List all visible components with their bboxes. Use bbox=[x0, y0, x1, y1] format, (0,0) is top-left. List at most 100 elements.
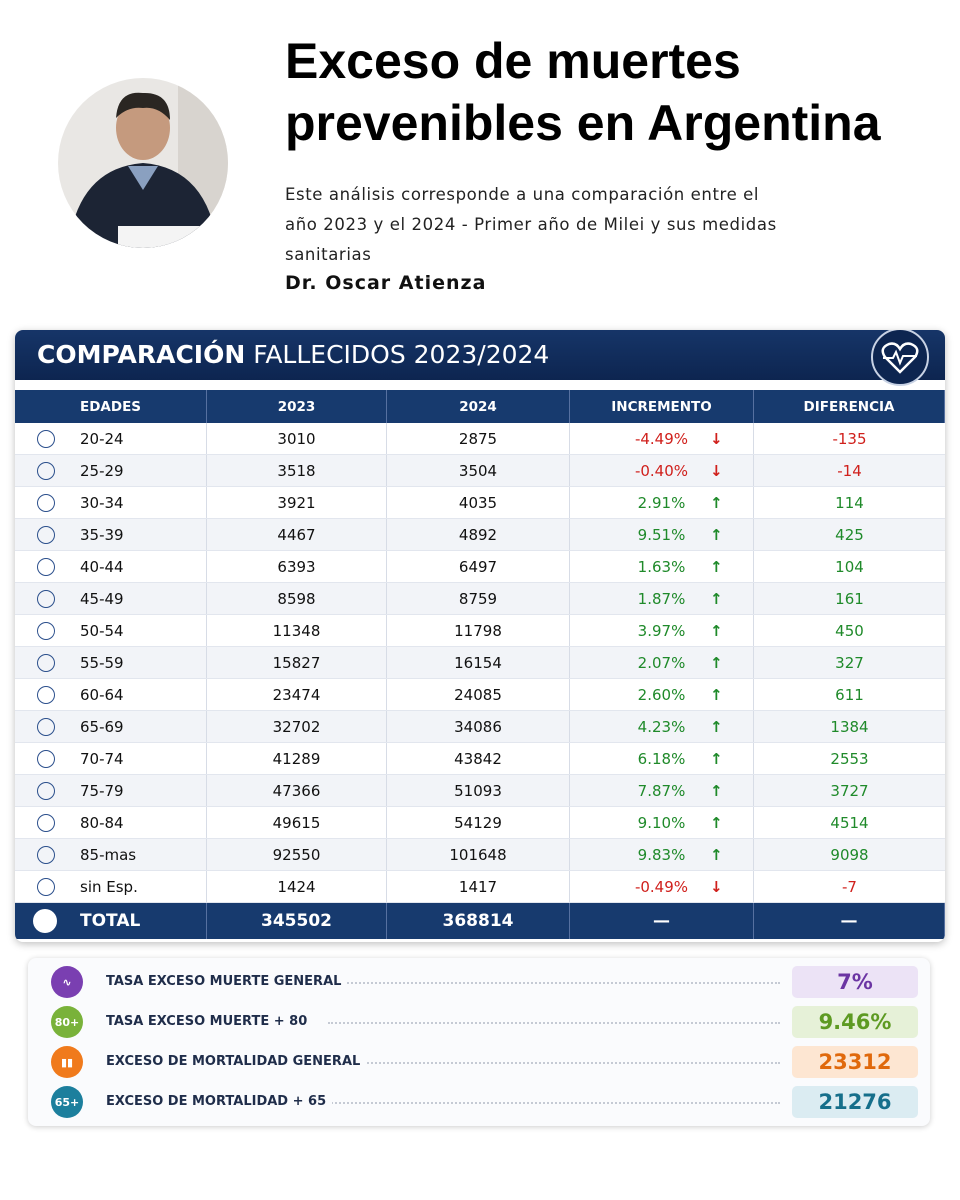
summary-value: 23312 bbox=[792, 1046, 918, 1078]
group-icon bbox=[33, 909, 57, 933]
person-icon bbox=[37, 878, 55, 896]
trend-arrow: ↓ bbox=[710, 429, 723, 448]
increment-cell: 7.87% ↑ bbox=[570, 775, 754, 806]
table-header: EDADES 2023 2024 INCREMENTO DIFERENCIA bbox=[15, 390, 945, 423]
title-rest: FALLECIDOS 2023/2024 bbox=[253, 340, 550, 369]
value-cell: 4467 bbox=[207, 519, 387, 550]
age-label: 45-49 bbox=[80, 589, 124, 608]
difference-cell: 611 bbox=[835, 685, 864, 704]
age-label: sin Esp. bbox=[80, 877, 138, 896]
total-cell: 368814 bbox=[387, 903, 570, 939]
value-cell: 49615 bbox=[207, 807, 387, 838]
table-row: 80-84 49615 54129 9.10% ↑ 4514 bbox=[15, 807, 945, 839]
trend-arrow: ↑ bbox=[710, 525, 723, 544]
increment-cell: 1.87% ↑ bbox=[570, 583, 754, 614]
increment-cell: 2.91% ↑ bbox=[570, 487, 754, 518]
increment-value: 2.07% bbox=[637, 653, 686, 672]
difference-cell: 4514 bbox=[830, 813, 869, 832]
value-cell: 32702 bbox=[207, 711, 387, 742]
increment-value: 1.63% bbox=[637, 557, 686, 576]
value-cell: 54129 bbox=[387, 807, 570, 838]
summary-row: 80+ TASA EXCESO MUERTE + 80 9.46% bbox=[28, 1002, 930, 1042]
age-label: 80-84 bbox=[80, 813, 124, 832]
difference-cell: 2553 bbox=[830, 749, 869, 768]
person-icon bbox=[37, 782, 55, 800]
leader-dots bbox=[328, 1062, 780, 1064]
increment-value: 2.60% bbox=[637, 685, 686, 704]
difference-cell: 327 bbox=[835, 653, 864, 672]
value-cell: 51093 bbox=[387, 775, 570, 806]
total-value: 345502 bbox=[261, 911, 332, 931]
table-card: COMPARACIÓN FALLECIDOS 2023/2024 EDADES 2… bbox=[15, 330, 945, 942]
leader-dots bbox=[328, 982, 780, 984]
summary-row: 65+ EXCESO DE MORTALIDAD + 65 21276 bbox=[28, 1082, 930, 1122]
trend-arrow: ↑ bbox=[710, 653, 723, 672]
age-cell: 35-39 bbox=[15, 519, 207, 550]
title-bold: COMPARACIÓN bbox=[37, 340, 246, 369]
increment-value: -0.49% bbox=[634, 877, 689, 896]
age-cell: 25-29 bbox=[15, 455, 207, 486]
table-row: 60-64 23474 24085 2.60% ↑ 611 bbox=[15, 679, 945, 711]
age-cell: 75-79 bbox=[15, 775, 207, 806]
trend-arrow: ↑ bbox=[710, 717, 723, 736]
increment-cell: 9.51% ↑ bbox=[570, 519, 754, 550]
difference-cell: 1384 bbox=[830, 717, 869, 736]
difference-cell: 114 bbox=[835, 493, 864, 512]
total-cell: TOTAL bbox=[15, 903, 207, 939]
value-cell: 2875 bbox=[387, 423, 570, 454]
increment-value: 4.23% bbox=[637, 717, 686, 736]
table-row: 55-59 15827 16154 2.07% ↑ 327 bbox=[15, 647, 945, 679]
table-row: 50-54 11348 11798 3.97% ↑ 450 bbox=[15, 615, 945, 647]
table-row: 70-74 41289 43842 6.18% ↑ 2553 bbox=[15, 743, 945, 775]
age-cell: 30-34 bbox=[15, 487, 207, 518]
value-cell: 47366 bbox=[207, 775, 387, 806]
age-label: 50-54 bbox=[80, 621, 124, 640]
value-cell: 3504 bbox=[387, 455, 570, 486]
age-cell: 70-74 bbox=[15, 743, 207, 774]
age-label: 70-74 bbox=[80, 749, 124, 768]
summary-label: TASA EXCESO MUERTE GENERAL bbox=[106, 974, 348, 989]
value-cell: 3010 bbox=[207, 423, 387, 454]
age-label: 65-69 bbox=[80, 717, 124, 736]
value-cell: 1424 bbox=[207, 871, 387, 902]
value-cell: 1417 bbox=[387, 871, 570, 902]
value-cell: 41289 bbox=[207, 743, 387, 774]
value-cell: 4035 bbox=[387, 487, 570, 518]
increment-value: -4.49% bbox=[634, 429, 689, 448]
age-label: 25-29 bbox=[80, 461, 124, 480]
age-cell: 50-54 bbox=[15, 615, 207, 646]
total-row: TOTAL 345502 368814 — — bbox=[15, 903, 945, 939]
title: Exceso de muertes prevenibles en Argenti… bbox=[285, 33, 881, 151]
trend-arrow: ↓ bbox=[710, 461, 723, 480]
increment-cell: 1.63% ↑ bbox=[570, 551, 754, 582]
value-cell: 3518 bbox=[207, 455, 387, 486]
total-cell: — bbox=[570, 903, 754, 939]
person-icon bbox=[37, 622, 55, 640]
table-row: 25-29 3518 3504 -0.40% ↓ -14 bbox=[15, 455, 945, 487]
description: Este análisis corresponde a una comparac… bbox=[285, 185, 777, 264]
table-title: COMPARACIÓN FALLECIDOS 2023/2024 bbox=[15, 330, 945, 380]
trend-arrow: ↑ bbox=[710, 685, 723, 704]
trend-arrow: ↑ bbox=[710, 749, 723, 768]
table-row: 65-69 32702 34086 4.23% ↑ 1384 bbox=[15, 711, 945, 743]
trend-arrow: ↑ bbox=[710, 493, 723, 512]
value-cell: 101648 bbox=[387, 839, 570, 870]
increment-value: 6.18% bbox=[637, 749, 686, 768]
trend-arrow: ↑ bbox=[710, 621, 723, 640]
age-cell: 55-59 bbox=[15, 647, 207, 678]
increment-value: -0.40% bbox=[634, 461, 689, 480]
person-icon bbox=[37, 686, 55, 704]
increment-value: 9.83% bbox=[637, 845, 686, 864]
increment-cell: 2.60% ↑ bbox=[570, 679, 754, 710]
person-icon bbox=[37, 558, 55, 576]
difference-cell: 9098 bbox=[830, 845, 869, 864]
column-header: 2024 bbox=[387, 390, 570, 423]
summary-icon: 65+ bbox=[51, 1086, 83, 1118]
summary-icon: ▮▮ bbox=[51, 1046, 83, 1078]
value-cell: 8759 bbox=[387, 583, 570, 614]
person-icon bbox=[37, 526, 55, 544]
total-value: TOTAL bbox=[80, 911, 141, 931]
value-cell: 11798 bbox=[387, 615, 570, 646]
increment-value: 1.87% bbox=[637, 589, 686, 608]
value-cell: 92550 bbox=[207, 839, 387, 870]
